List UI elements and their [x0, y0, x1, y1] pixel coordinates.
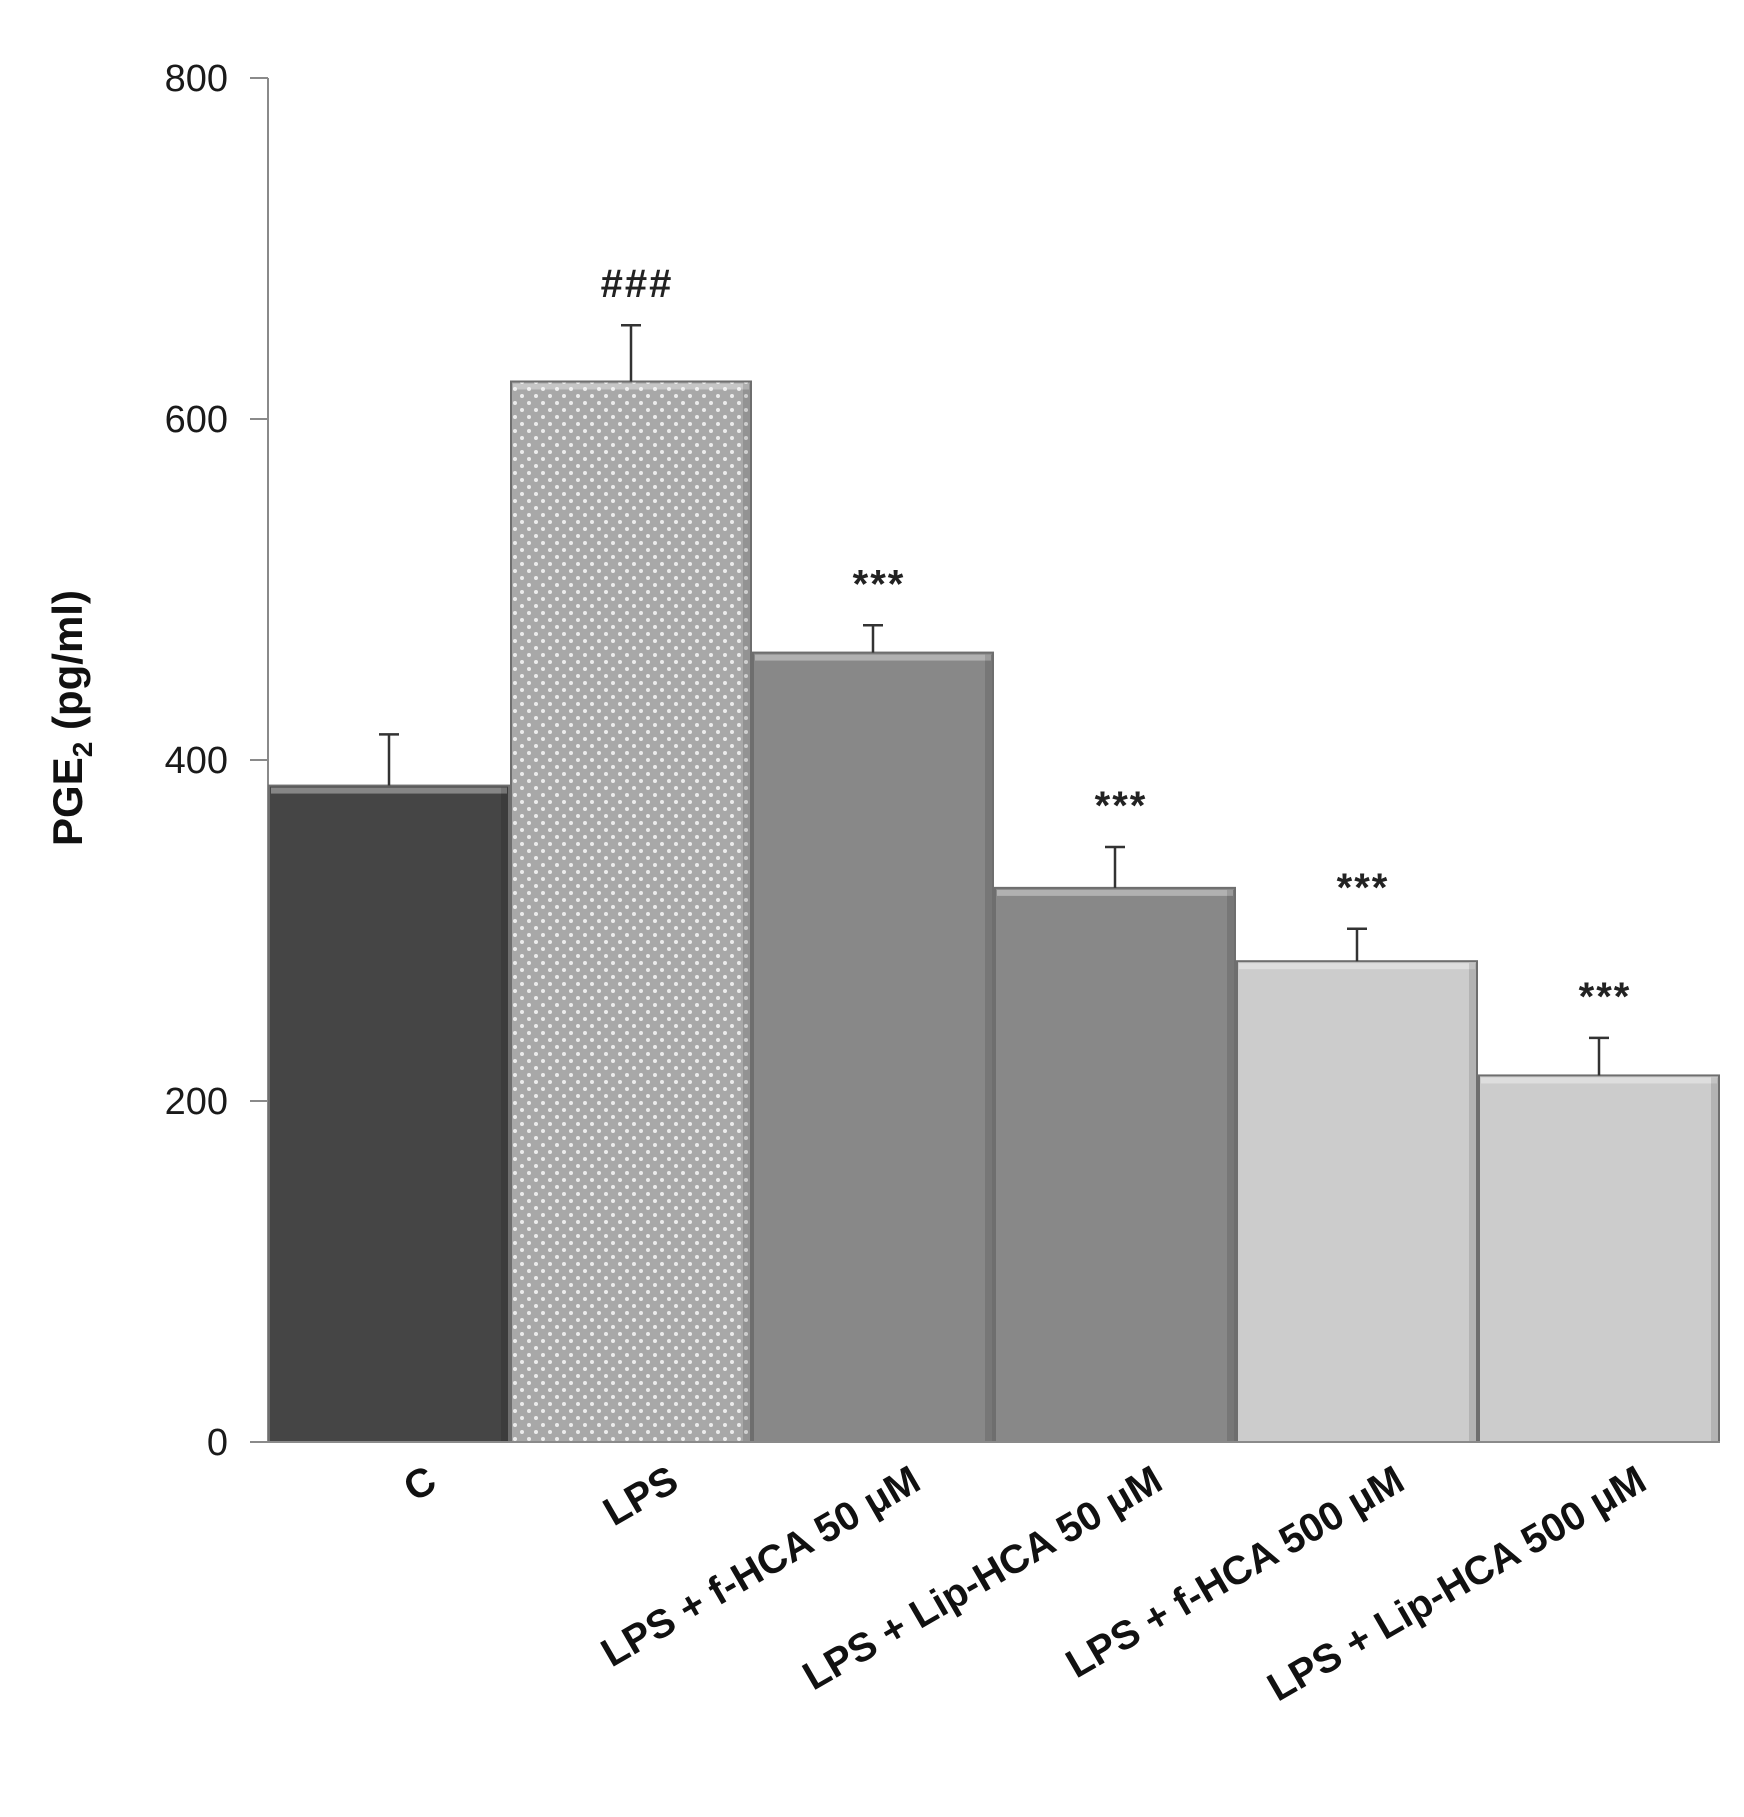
bar: [1478, 1074, 1720, 1444]
bar-side-shade: [743, 383, 750, 1442]
bar-top-bevel: [997, 889, 1233, 896]
x-category-label: LPS + Lip-HCA 500 μM: [1260, 1458, 1653, 1710]
significance-label: ***: [1095, 784, 1148, 828]
bar-side-shade: [1711, 1077, 1718, 1442]
bar: [994, 886, 1236, 1443]
bar: [1236, 960, 1478, 1443]
y-axis-label-subscript: 2: [67, 742, 98, 758]
bar-top-bevel: [1239, 963, 1475, 970]
y-tick-label: 400: [165, 740, 228, 782]
y-tick-label: 800: [165, 58, 228, 100]
bar-top-bevel: [1481, 1077, 1717, 1084]
x-category-label: C: [396, 1458, 443, 1511]
bar-top-bevel: [755, 654, 991, 661]
bar-top-bevel: [513, 383, 749, 390]
bar-side-shade: [501, 787, 508, 1442]
y-tick-label: 200: [165, 1081, 228, 1123]
y-axis-label-unit: (pg/ml): [44, 590, 91, 742]
y-axis-label-main: PGE: [44, 757, 91, 846]
bar: [268, 784, 510, 1443]
bar: [752, 651, 994, 1443]
y-tick-label: 600: [165, 399, 228, 441]
svg-text:PGE2 (pg/ml): PGE2 (pg/ml): [44, 590, 98, 846]
y-tick-label: 0: [207, 1422, 228, 1464]
bar-side-shade: [1469, 963, 1476, 1442]
significance-label: ***: [853, 562, 906, 606]
y-axis-label: PGE2 (pg/ml): [44, 590, 98, 846]
x-category-label: LPS: [596, 1458, 685, 1535]
bar-side-shade: [985, 654, 992, 1442]
significance-label: ###: [601, 262, 674, 306]
bar-top-bevel: [271, 787, 507, 794]
significance-label: ***: [1579, 975, 1632, 1019]
bar: [510, 380, 752, 1443]
significance-label: ***: [1337, 866, 1390, 910]
bar-side-shade: [1227, 889, 1234, 1442]
